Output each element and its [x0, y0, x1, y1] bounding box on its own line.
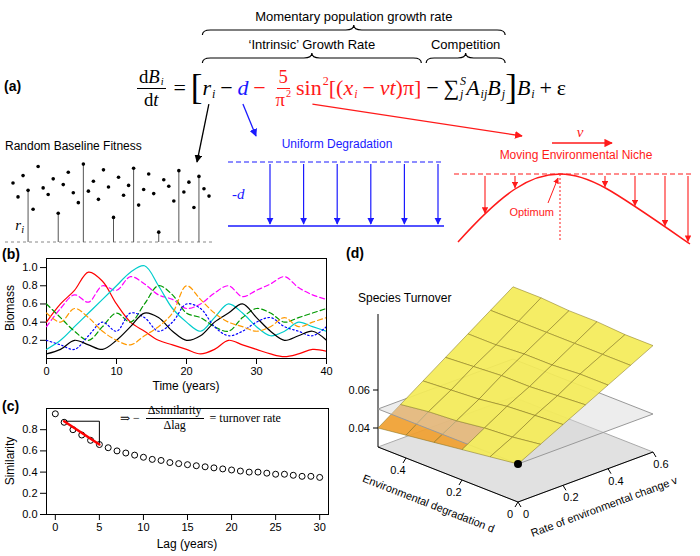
svg-text:25: 25	[270, 521, 282, 533]
svg-text:30: 30	[250, 365, 262, 377]
svg-text:0.2: 0.2	[563, 491, 578, 503]
html-text:Δlag: Δlag	[163, 417, 186, 432]
svg-text:0.4: 0.4	[22, 316, 37, 328]
svg-text:Species Turnover: Species Turnover	[358, 291, 451, 305]
svg-text:0.06: 0.06	[349, 384, 370, 396]
svg-text:Uniform Degradation: Uniform Degradation	[282, 137, 393, 151]
svg-text:0.0: 0.0	[22, 508, 37, 520]
svg-text:0.8: 0.8	[22, 423, 37, 435]
svg-text:0: 0	[523, 508, 529, 520]
svg-text:5: 5	[96, 521, 102, 533]
svg-text:Rate of environmental change v: Rate of environmental change v	[529, 473, 679, 538]
html-text:]Bi + ε: ]Bi + ε	[505, 68, 566, 108]
svg-text:Random Baseline Fitness: Random Baseline Fitness	[5, 139, 142, 153]
svg-text:v: v	[577, 124, 584, 140]
svg-text:Optimum: Optimum	[509, 206, 554, 218]
svg-text:Moving Environmental Niche: Moving Environmental Niche	[500, 148, 653, 162]
svg-text:Environmental degradation d: Environmental degradation d	[361, 472, 496, 535]
svg-text:‘Intrinsic’ Growth Rate: ‘Intrinsic’ Growth Rate	[249, 37, 376, 52]
svg-text:(d): (d)	[346, 245, 364, 261]
html-text:Lag (years): Lag (years)	[156, 537, 218, 551]
html-text:5: 5	[278, 66, 288, 87]
html-text:Δsimilarity: Δsimilarity	[147, 403, 202, 417]
html-text:(c): (c)	[2, 398, 20, 414]
html-text:(b): (b)	[2, 246, 20, 262]
svg-text:0.8: 0.8	[22, 279, 37, 291]
html-text:=[ri − d −: =[ri − d −	[173, 68, 266, 108]
svg-text:1.0: 1.0	[22, 261, 37, 273]
svg-text:0.6: 0.6	[653, 458, 668, 470]
html-text:Biomass: Biomass	[3, 285, 17, 331]
svg-text:0.4: 0.4	[608, 475, 623, 487]
html-text:d t: d t	[144, 88, 159, 110]
svg-text:0.4: 0.4	[22, 466, 37, 478]
html-text:(a): (a)	[4, 78, 22, 94]
html-text:jAijBj: jAijBj	[460, 75, 506, 101]
svg-text:10: 10	[110, 365, 122, 377]
svg-text:ri: ri	[15, 217, 24, 235]
svg-text:-d: -d	[232, 186, 245, 202]
svg-text:0: 0	[43, 365, 49, 377]
svg-text:20: 20	[180, 365, 192, 377]
svg-text:0.04: 0.04	[349, 422, 370, 434]
svg-text:0.2: 0.2	[446, 486, 461, 498]
html-text:Similarity: Similarity	[3, 436, 17, 486]
svg-text:20: 20	[225, 521, 237, 533]
html-text:sin2[(xi − vt)π] − ∑S: sin2[(xi − vt)π] − ∑S	[296, 74, 467, 101]
svg-text:0.6: 0.6	[22, 297, 37, 309]
svg-text:Competition: Competition	[431, 37, 500, 52]
html-text:Time (years): Time (years)	[152, 379, 220, 393]
html-text:= turnover rate: = turnover rate	[209, 410, 281, 425]
svg-text:Momentary population growth ra: Momentary population growth rate	[255, 9, 452, 24]
svg-text:0: 0	[507, 508, 513, 520]
svg-text:10: 10	[137, 521, 149, 533]
svg-text:30: 30	[314, 521, 326, 533]
html-text:d Bi: d Bi	[139, 66, 164, 87]
svg-text:0.6: 0.6	[22, 444, 37, 456]
html-text:π2: π2	[275, 87, 292, 110]
svg-text:15: 15	[181, 521, 193, 533]
svg-text:0: 0	[52, 521, 58, 533]
svg-text:40: 40	[320, 365, 332, 377]
svg-text:0.4: 0.4	[390, 464, 405, 476]
svg-text:0.2: 0.2	[22, 334, 37, 346]
svg-text:0.2: 0.2	[22, 487, 37, 499]
